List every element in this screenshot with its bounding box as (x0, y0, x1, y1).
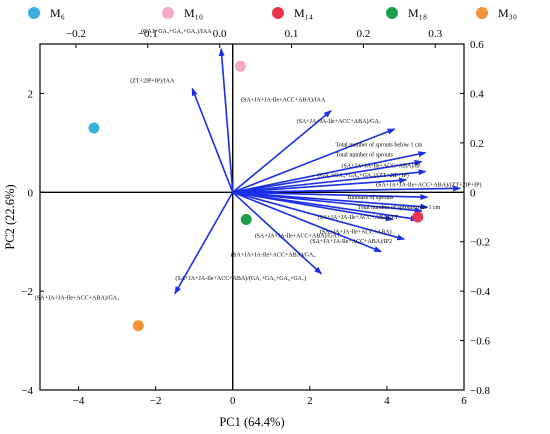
legend-item: M₁₄ (272, 4, 313, 22)
right-y-tick-label: −0.2 (470, 237, 490, 249)
loading-vector-label: (SA+JA+JA-Ile+ACC+ABA)/GA₄ (231, 252, 315, 259)
top-x-tick-label: 0.0 (213, 28, 227, 40)
loading-vector (232, 128, 396, 194)
loading-vector (232, 191, 323, 275)
loading-vector (174, 191, 234, 295)
loading-vector (232, 159, 423, 194)
loading-vector-label: (SA+JA+JA-Ile+ACC+ABA) (320, 228, 392, 235)
right-y-tick-label: −0.8 (470, 385, 490, 397)
loading-vector (232, 177, 408, 194)
loading-vector-label: (GA1+GA₃+GA₄+GA₇)/IAA (141, 28, 212, 35)
x-tick-label: 4 (384, 395, 390, 407)
legend-marker (272, 7, 284, 19)
legend-item: M₃₀ (476, 4, 517, 22)
right-y-tick-label: 0 (470, 187, 476, 199)
sample-point (412, 211, 424, 223)
sample-point (132, 320, 144, 332)
top-x-tick-label: 0.3 (428, 28, 442, 40)
legend-label: M₁₀ (184, 5, 204, 20)
legend-marker (162, 7, 174, 19)
legend-marker (386, 7, 398, 19)
loading-vector (232, 151, 427, 194)
top-x-tick-label: −0.1 (138, 28, 158, 40)
legend-label: M₁₈ (408, 5, 428, 20)
x-tick-label: −2 (150, 395, 162, 407)
loading-vector (232, 110, 332, 193)
loading-vector-label: Total number of sprouts (336, 152, 394, 159)
loading-vector-label: Total number of sprouts below 1 cm (335, 142, 422, 149)
legend-label: M₁₄ (294, 5, 314, 20)
right-y-tick-label: −0.4 (470, 286, 490, 298)
loading-vector (232, 191, 423, 214)
right-y-tick-label: 0.4 (470, 88, 484, 100)
loading-vector (232, 169, 427, 194)
x-axis-label: PC1 (64.4%) (219, 415, 284, 429)
y-tick-label: −2 (21, 286, 33, 298)
loading-vector-label: (SA+JA+JA-Ile+ACC+ABA)/IP2 (310, 238, 392, 245)
sample-point (88, 122, 100, 134)
loading-vector-label: (SA+JA+JA-Ile+ACC+ABA)/IAA (241, 97, 326, 104)
loading-vector (218, 47, 234, 193)
sample-point (234, 60, 246, 72)
loading-vector-label: Biomass of sprouts (347, 194, 394, 201)
loading-vector (232, 191, 406, 241)
loading-vector-label: (ZT+2IP+IP)/IAA (130, 77, 175, 84)
top-x-tick-label: 0.1 (285, 28, 299, 40)
right-y-tick-label: −0.6 (470, 336, 490, 348)
y-tick-label: −4 (21, 385, 33, 397)
legend-label: M₆ (50, 5, 65, 20)
loading-vector-label: (SA+JA+JA-Ile+ACC+ABA)/GA₃ (35, 295, 119, 302)
loading-vector-label: (GA₁+GA₃+GA₄+GA₇)/(ZT+2IP+IP) (318, 172, 409, 179)
loading-vector-label: (SA+JA+JA-Ile+ACC+ABA)/IP (341, 163, 421, 170)
y-tick-label: 0 (28, 187, 34, 199)
y-tick-label: 2 (28, 88, 34, 100)
right-y-tick-label: 0.6 (470, 39, 484, 51)
x-tick-label: 0 (230, 395, 236, 407)
loading-vector (232, 191, 394, 222)
loading-vector-label: (SA+JA+JA-Ile+ACC+ABA)/GA7 (255, 232, 340, 239)
loading-vector (232, 191, 383, 253)
legend-marker (28, 7, 40, 19)
loading-vector-label: (SA+JA+JA-Ile+ACC+ABA)/(GA₁+GA₃+GA₄+GA₇) (175, 275, 306, 282)
legend-item: M₁₀ (162, 4, 203, 22)
plot-frame (39, 43, 465, 391)
legend-label: M₃₀ (498, 5, 518, 20)
x-tick-label: 6 (461, 395, 467, 407)
loading-vector (191, 87, 234, 193)
legend: M₆ M₁₀ M₁₄ M₁₈ M₃₀ (0, 4, 550, 22)
legend-marker (476, 7, 488, 19)
sample-point (240, 213, 252, 225)
legend-item: M₁₈ (386, 4, 427, 22)
top-x-tick-label: 0.2 (357, 28, 371, 40)
y-axis-label: PC2 (22.6%) (3, 184, 17, 249)
loading-vector-label: Total number of sprouts over 1 cm (357, 204, 440, 211)
legend-item: M₆ (28, 4, 65, 22)
x-tick-label: 2 (307, 395, 313, 407)
loading-vector-label: (SA+JA+JA-Ile+ACC+ABA)/(ZT+2IP+IP) (376, 181, 481, 188)
loading-vector (232, 191, 429, 201)
loading-vector-label: (SA+JA+JA-Ile+ACC+ABA)/ZT (318, 214, 399, 221)
loading-vector-label: (SA+JA+JA-Ile+ACC+ABA)/GA₇ (297, 118, 381, 125)
top-x-tick-label: −0.2 (66, 28, 86, 40)
x-tick-label: −4 (73, 395, 85, 407)
loading-vector (232, 185, 462, 194)
right-y-tick-label: 0.2 (470, 138, 484, 150)
